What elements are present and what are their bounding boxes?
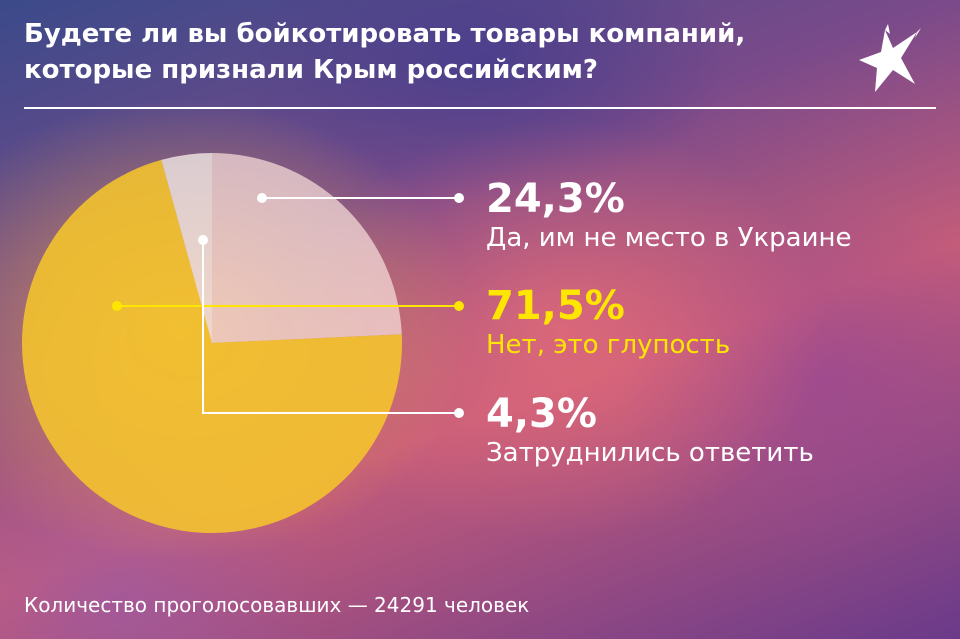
leader-dot-no-start (112, 301, 122, 311)
legend-item-no: 71,5% Нет, это глупость (486, 284, 730, 362)
pie-slice-unsure (161, 153, 212, 343)
vote-count: Количество проголосовавших — 24291 челов… (24, 593, 530, 617)
title-divider (24, 107, 936, 109)
leader-dot-yes-end (454, 193, 464, 203)
pie-slice-yes (212, 153, 402, 343)
slice-label-no: Нет, это глупость (486, 330, 731, 360)
legend-item-yes: 24,3% Да, им не место в Украине (486, 177, 852, 255)
chart-title: Будете ли вы бойкотировать товары компан… (24, 19, 746, 85)
leader-dot-unsure-start (198, 235, 208, 245)
leader-dot-no-end (454, 301, 464, 311)
slice-label-yes: Да, им не место в Украине (486, 223, 852, 253)
leader-dot-unsure-end (454, 408, 464, 418)
bird-logo-icon (859, 24, 921, 92)
legend-item-unsure: 4,3% Затруднились ответить (486, 392, 814, 470)
slice-value-yes: 24,3% (486, 176, 625, 222)
slice-value-unsure: 4,3% (486, 391, 597, 437)
slice-value-no: 71,5% (486, 283, 625, 329)
slice-label-unsure: Затруднились ответить (486, 438, 814, 468)
leader-dot-yes-start (257, 193, 267, 203)
leader-line-unsure (202, 240, 459, 414)
pie-slice-no (21, 159, 402, 534)
